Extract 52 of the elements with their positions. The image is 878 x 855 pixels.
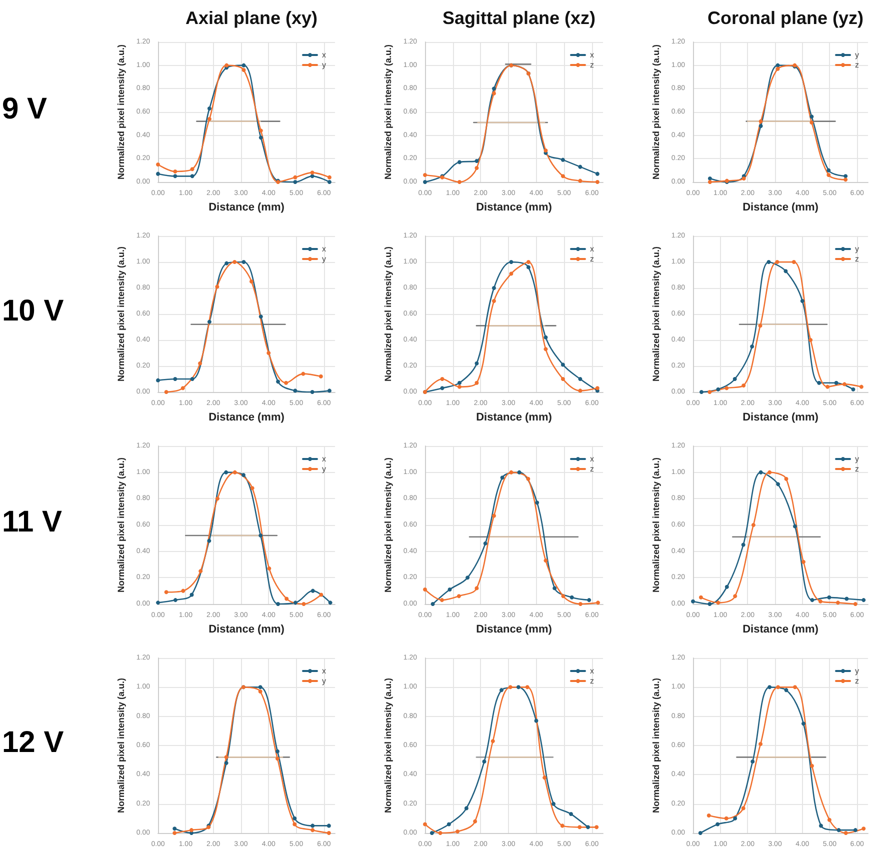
legend-label: z: [590, 464, 594, 474]
y-axis-title: Normalized pixel intensity (a.u.): [650, 457, 661, 593]
y-axis-title: Normalized pixel intensity (a.u.): [116, 44, 126, 180]
y-axis-title: Normalized pixel intensity (a.u.): [382, 457, 393, 593]
legend-label: x: [590, 244, 594, 254]
chart-title: Coronal plane (yz): [707, 8, 864, 28]
text: 11 V: [2, 506, 62, 538]
legend-label: x: [590, 666, 594, 676]
x-axis-title: Distance (mm): [208, 412, 285, 424]
y-axis-title: Normalized pixel intensity (a.u.): [116, 457, 126, 593]
legend-label: x: [590, 454, 594, 464]
legend-label: z: [855, 60, 859, 70]
legend-label: y: [855, 50, 859, 60]
y-axis-title: Normalized pixel intensity (a.u.): [116, 246, 126, 382]
y-axis-title: Normalized pixel intensity (a.u.): [382, 44, 393, 180]
text: 10 V: [2, 294, 64, 328]
legend-label: y: [855, 454, 859, 464]
x-axis-title: Distance (mm): [208, 624, 285, 636]
y-axis-title: Normalized pixel intensity (a.u.): [650, 678, 661, 814]
legend-label: x: [322, 244, 326, 254]
legend-label: z: [590, 254, 594, 264]
chart-title: Sagittal plane (xz): [442, 8, 596, 28]
legend-label: y: [322, 254, 326, 264]
x-axis-title: Distance (mm): [476, 412, 552, 424]
legend-label: z: [855, 254, 859, 264]
legend-label: y: [322, 464, 326, 474]
y-axis-title: Normalized pixel intensity (a.u.): [382, 678, 393, 814]
x-axis-title: Distance (mm): [476, 624, 552, 636]
legend-label: x: [322, 454, 326, 464]
chart-title: Axial plane (xy): [185, 8, 318, 28]
legend-label: y: [322, 60, 326, 70]
x-axis-title: Distance (mm): [742, 202, 819, 214]
y-axis-title: Normalized pixel intensity (a.u.): [650, 44, 661, 180]
legend-label: z: [855, 676, 859, 686]
legend-label: z: [590, 676, 594, 686]
x-axis-title: Distance (mm): [476, 202, 552, 214]
y-axis-title: Normalized pixel intensity (a.u.): [650, 246, 661, 382]
y-axis-title: Normalized pixel intensity (a.u.): [116, 678, 126, 814]
legend-label: z: [855, 464, 859, 474]
y-axis-title: Normalized pixel intensity (a.u.): [382, 246, 393, 382]
x-axis-title: Distance (mm): [208, 202, 285, 214]
legend-label: y: [855, 244, 859, 254]
x-axis-title: Distance (mm): [742, 412, 819, 424]
legend-label: y: [855, 666, 859, 676]
legend-label: z: [590, 60, 594, 70]
legend-label: y: [322, 676, 326, 686]
text: 9 V: [2, 92, 48, 126]
text: 12 V: [2, 726, 64, 759]
legend-label: x: [322, 666, 326, 676]
x-axis-title: Distance (mm): [742, 624, 819, 636]
legend-label: x: [322, 50, 326, 60]
legend-label: x: [590, 50, 594, 60]
